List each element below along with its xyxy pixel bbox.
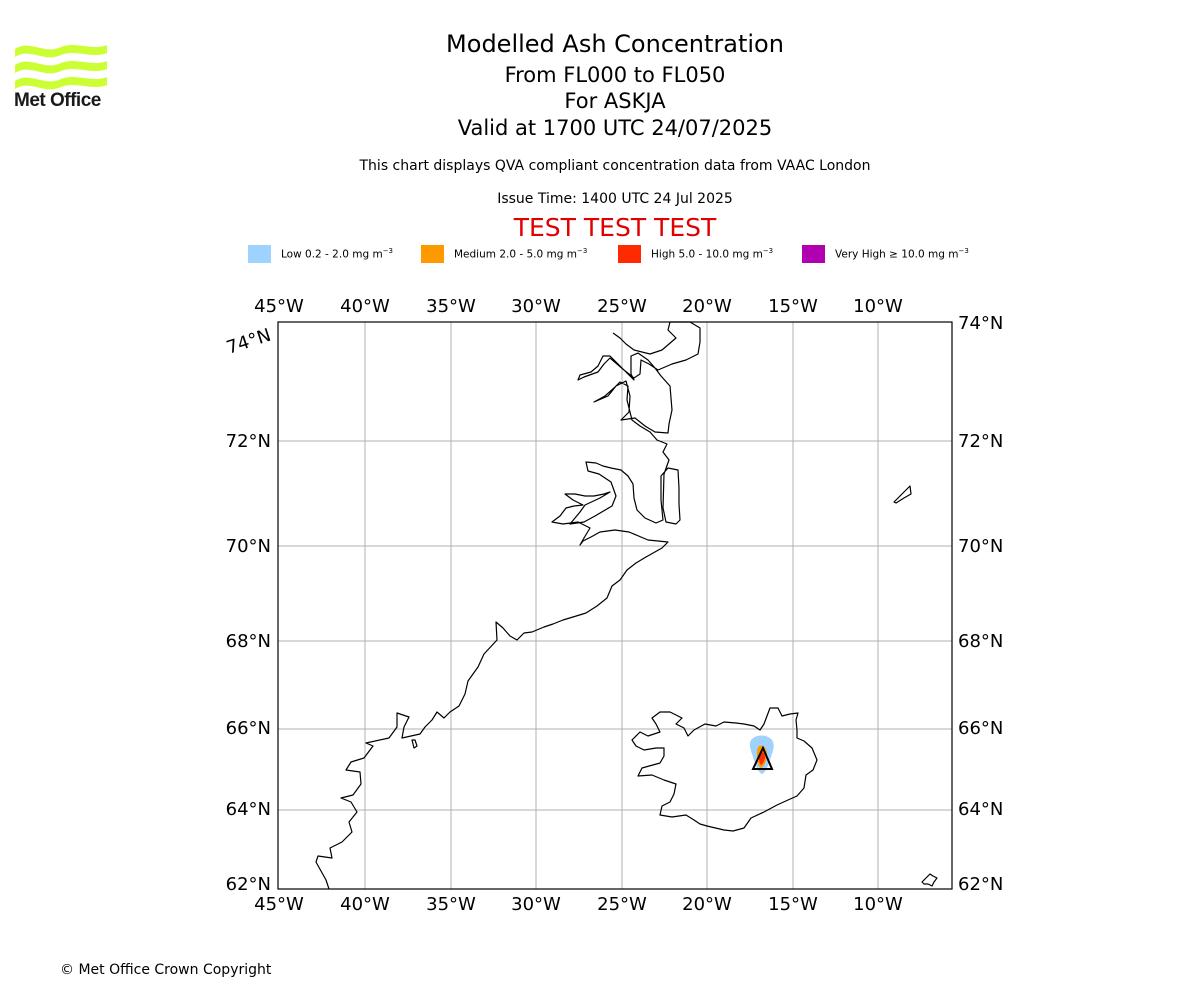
map-graticule bbox=[278, 322, 952, 889]
coastlines bbox=[315, 321, 938, 890]
legend-item-very-high: Very High ≥ 10.0 mg m−3 bbox=[802, 244, 969, 264]
lon-label-top-40w: 40°W bbox=[340, 296, 390, 317]
copyright-notice: © Met Office Crown Copyright bbox=[60, 962, 272, 978]
latitude-labels-right: 62°N 64°N 66°N 68°N 70°N 72°N 74°N bbox=[958, 313, 1003, 895]
valid-time: Valid at 1700 UTC 24/07/2025 bbox=[457, 116, 773, 140]
lon-label-bottom-20w: 20°W bbox=[682, 894, 732, 915]
legend-label-high: High 5.0 - 10.0 mg m−3 bbox=[651, 247, 774, 261]
test-banner: TEST TEST TEST bbox=[513, 213, 717, 242]
map-frame bbox=[277, 321, 953, 890]
legend-swatch-medium bbox=[421, 245, 444, 263]
lat-label-right-64n: 64°N bbox=[958, 799, 1003, 820]
jan-mayen-coastline bbox=[893, 485, 912, 504]
legend-item-low: Low 0.2 - 2.0 mg m−3 bbox=[248, 244, 393, 264]
lat-label-left-68n: 68°N bbox=[226, 631, 271, 652]
greenland-inlet bbox=[411, 739, 418, 749]
lat-label-right-62n: 62°N bbox=[958, 874, 1003, 895]
legend-label-medium: Medium 2.0 - 5.0 mg m−3 bbox=[454, 247, 588, 261]
volcano-triangle-icon bbox=[751, 745, 774, 770]
lon-label-top-35w: 35°W bbox=[426, 296, 476, 317]
lon-label-top-20w: 20°W bbox=[682, 296, 732, 317]
lon-label-bottom-35w: 35°W bbox=[426, 894, 476, 915]
legend-label-low: Low 0.2 - 2.0 mg m−3 bbox=[281, 247, 394, 261]
lat-label-left-62n: 62°N bbox=[226, 874, 271, 895]
greenland-coastline bbox=[315, 321, 701, 890]
lat-label-left-70n: 70°N bbox=[226, 536, 271, 557]
lat-label-right-74n: 74°N bbox=[958, 313, 1003, 334]
lat-label-left-72n: 72°N bbox=[226, 431, 271, 452]
met-office-logo-text: Met Office bbox=[14, 90, 101, 111]
volcano-title: For ASKJA bbox=[564, 89, 666, 113]
iceland-coastline bbox=[631, 707, 818, 832]
lat-label-right-68n: 68°N bbox=[958, 631, 1003, 652]
lat-label-left-66n: 66°N bbox=[226, 718, 271, 739]
lon-label-top-15w: 15°W bbox=[768, 296, 818, 317]
lat-label-right-66n: 66°N bbox=[958, 718, 1003, 739]
lat-label-right-70n: 70°N bbox=[958, 536, 1003, 557]
lat-label-right-72n: 72°N bbox=[958, 431, 1003, 452]
concentration-legend: Low 0.2 - 2.0 mg m−3 Medium 2.0 - 5.0 mg… bbox=[0, 244, 1200, 266]
legend-item-high: High 5.0 - 10.0 mg m−3 bbox=[618, 244, 773, 264]
issue-time: Issue Time: 1400 UTC 24 Jul 2025 bbox=[497, 191, 733, 207]
lon-label-bottom-40w: 40°W bbox=[340, 894, 390, 915]
longitude-labels-bottom: 45°W 40°W 35°W 30°W 25°W 20°W 15°W 10°W bbox=[254, 894, 903, 915]
lon-label-top-10w: 10°W bbox=[853, 296, 903, 317]
chart-title: Modelled Ash Concentration bbox=[446, 30, 784, 58]
legend-swatch-low bbox=[248, 245, 271, 263]
longitude-labels-top: 45°W 40°W 35°W 30°W 25°W 20°W 15°W 10°W bbox=[254, 296, 903, 317]
lon-label-bottom-30w: 30°W bbox=[511, 894, 561, 915]
latitude-labels-left: 62°N 64°N 66°N 68°N 70°N 72°N 74°N bbox=[224, 325, 274, 895]
lon-label-bottom-10w: 10°W bbox=[853, 894, 903, 915]
lon-label-bottom-45w: 45°W bbox=[254, 894, 304, 915]
flight-level-range: From FL000 to FL050 bbox=[504, 63, 726, 87]
lon-label-top-25w: 25°W bbox=[597, 296, 647, 317]
lon-label-top-45w: 45°W bbox=[254, 296, 304, 317]
legend-label-very-high: Very High ≥ 10.0 mg m−3 bbox=[835, 247, 969, 261]
faroe-islands-coastline bbox=[921, 873, 938, 887]
lon-label-bottom-25w: 25°W bbox=[597, 894, 647, 915]
lat-label-left-64n: 64°N bbox=[226, 799, 271, 820]
lat-label-left-74n: 74°N bbox=[224, 325, 274, 359]
lon-label-bottom-15w: 15°W bbox=[768, 894, 818, 915]
legend-swatch-very-high bbox=[802, 245, 825, 263]
legend-swatch-high bbox=[618, 245, 641, 263]
lon-label-top-30w: 30°W bbox=[511, 296, 561, 317]
legend-item-medium: Medium 2.0 - 5.0 mg m−3 bbox=[421, 244, 587, 264]
met-office-logo bbox=[15, 45, 107, 90]
chart-subtitle: This chart displays QVA compliant concen… bbox=[359, 158, 871, 174]
